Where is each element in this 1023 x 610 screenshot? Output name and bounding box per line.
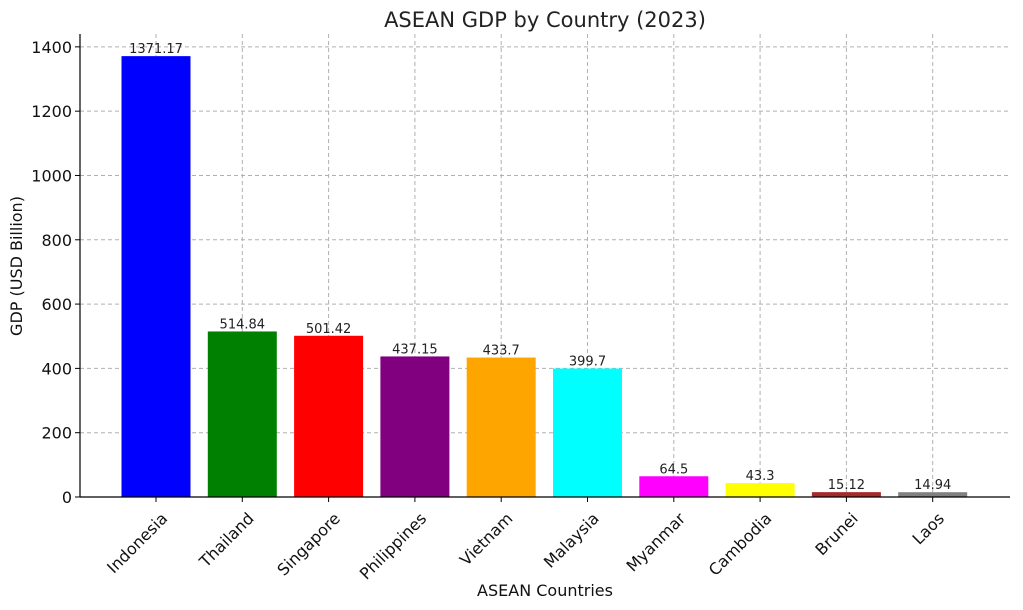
x-tick-label: Brunei	[811, 509, 861, 559]
chart-title: ASEAN GDP by Country (2023)	[384, 8, 706, 32]
y-tick-label: 800	[41, 231, 72, 250]
x-tick-label: Singapore	[273, 509, 344, 580]
bar-thailand	[207, 331, 277, 497]
x-tick-label: Laos	[909, 509, 948, 548]
bar-value-label: 501.42	[306, 322, 352, 337]
bar-philippines	[380, 356, 450, 497]
bar-brunei	[811, 492, 881, 497]
bar-value-label: 437.15	[392, 342, 438, 357]
bar-value-label: 14.94	[914, 478, 951, 493]
bar-value-label: 399.7	[569, 354, 606, 369]
y-tick-label: 200	[41, 424, 72, 443]
x-tick-label: Malaysia	[540, 509, 603, 572]
bar-laos	[898, 492, 968, 497]
x-tick-label: Cambodia	[705, 509, 776, 580]
bar-malaysia	[553, 368, 622, 497]
x-tick-label: Philippines	[356, 509, 430, 583]
bar-vietnam	[466, 357, 536, 497]
bar-value-label: 433.7	[483, 344, 520, 359]
bar-cambodia	[725, 483, 795, 497]
y-tick-label: 1200	[31, 102, 72, 121]
x-tick-label: Myanmar	[623, 509, 690, 576]
y-axis-label: GDP (USD Billion)	[7, 196, 26, 336]
y-tick-label: 600	[41, 295, 72, 314]
y-tick-label: 0	[62, 488, 72, 507]
y-tick-label: 1000	[31, 166, 72, 185]
x-tick-label: Thailand	[195, 509, 258, 572]
bar-value-label: 43.3	[746, 469, 775, 484]
bar-value-label: 15.12	[828, 478, 865, 493]
x-axis-label: ASEAN Countries	[477, 581, 613, 600]
bar-value-label: 1371.17	[129, 42, 183, 57]
bar-indonesia	[121, 56, 191, 497]
y-tick-label: 1400	[31, 38, 72, 57]
x-tick-label: Vietnam	[456, 509, 517, 570]
y-axis-ticks: 0 200 400 600 800 1000 1200 1400	[31, 38, 80, 507]
bar-value-labels: 1371.17 514.84 501.42 437.15 433.7 399.7 64.5 4…	[129, 42, 951, 493]
x-tick-label: Indonesia	[103, 509, 171, 577]
bar-singapore	[294, 335, 364, 497]
x-axis-ticks: Indonesia Thailand Singapore Philippines Vie…	[103, 497, 948, 583]
bar-myanmar	[639, 476, 709, 497]
bar-value-label: 64.5	[659, 462, 688, 477]
bars	[121, 56, 968, 497]
bar-value-label: 514.84	[220, 317, 266, 332]
y-tick-label: 400	[41, 359, 72, 378]
